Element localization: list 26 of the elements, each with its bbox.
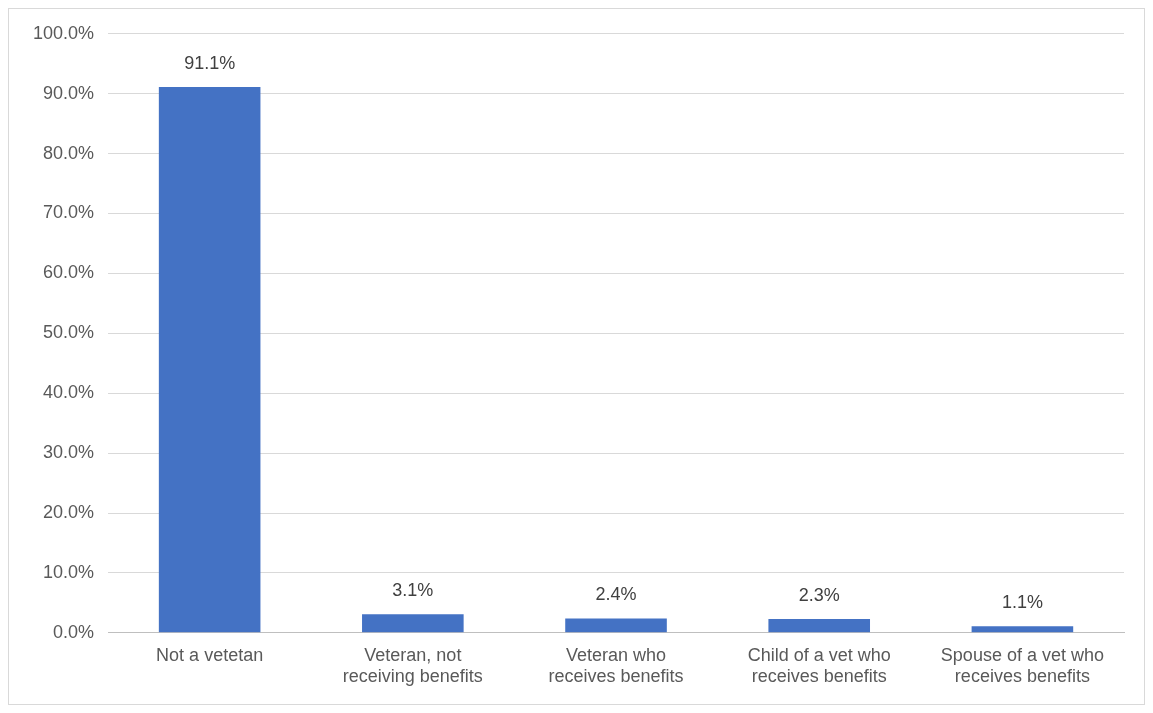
data-label: 2.3% [798,584,840,605]
x-tick-label: Spouse of a vet who receives benefits [940,644,1104,687]
bar [158,87,261,633]
y-tick-label: 70.0% [43,202,95,223]
y-tick-label: 100.0% [32,22,95,43]
y-tick-label: 50.0% [43,322,95,343]
data-label: 91.1% [184,53,236,74]
data-label: 1.1% [1001,592,1043,613]
y-tick-label: 60.0% [43,262,95,283]
y-tick-label: 80.0% [43,142,95,163]
x-tick-label: Veteran, not receiving benefits [342,644,483,687]
bar [971,626,1074,633]
x-tick-label: Not a vetetan [156,644,264,665]
x-tick-label: Veteran who receives benefits [548,644,684,687]
y-tick-label: 30.0% [43,442,95,463]
y-tick-label: 10.0% [43,561,95,582]
y-tick-label: 20.0% [43,501,95,522]
data-label: 2.4% [595,584,637,605]
y-tick-label: 0.0% [53,621,95,642]
x-tick-label: Child of a vet who receives benefits [747,644,891,687]
y-tick-label: 40.0% [43,382,95,403]
data-label: 3.1% [392,580,434,601]
bar [768,619,871,633]
y-tick-label: 90.0% [43,82,95,103]
bar [565,618,667,633]
bar [362,614,464,633]
